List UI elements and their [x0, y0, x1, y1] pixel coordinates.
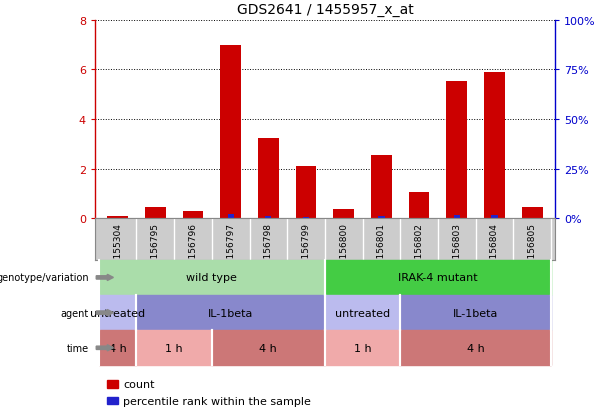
- Bar: [484, 73, 505, 219]
- Text: GSM156795: GSM156795: [151, 222, 160, 277]
- Text: GSM156803: GSM156803: [452, 222, 462, 277]
- Text: 4 h: 4 h: [466, 343, 484, 353]
- Bar: [378, 217, 384, 219]
- Text: untreated: untreated: [90, 308, 145, 318]
- Text: 4 h: 4 h: [109, 343, 126, 353]
- Bar: [295, 167, 316, 219]
- Bar: [183, 211, 204, 219]
- Bar: [145, 208, 166, 219]
- Text: count: count: [123, 379, 154, 389]
- Text: 1 h: 1 h: [166, 343, 183, 353]
- Bar: [416, 218, 422, 219]
- Bar: [522, 208, 543, 219]
- Bar: [333, 209, 354, 219]
- Text: 4 h: 4 h: [259, 343, 277, 353]
- Title: GDS2641 / 1455957_x_at: GDS2641 / 1455957_x_at: [237, 3, 413, 17]
- Bar: [529, 218, 535, 219]
- Text: IL-1beta: IL-1beta: [208, 308, 253, 318]
- Text: GSM156799: GSM156799: [302, 222, 311, 277]
- Text: wild type: wild type: [186, 273, 237, 283]
- Bar: [492, 215, 498, 219]
- Text: GSM156804: GSM156804: [490, 222, 499, 277]
- Text: IRAK-4 mutant: IRAK-4 mutant: [398, 273, 478, 283]
- Text: 1 h: 1 h: [354, 343, 371, 353]
- Text: IL-1beta: IL-1beta: [453, 308, 498, 318]
- Text: GSM156802: GSM156802: [414, 222, 424, 277]
- Text: ▶: ▶: [98, 273, 105, 283]
- Bar: [227, 215, 234, 219]
- Text: ▶: ▶: [98, 343, 105, 353]
- Text: agent: agent: [61, 308, 89, 318]
- Text: ▶: ▶: [98, 308, 105, 318]
- Bar: [409, 193, 430, 219]
- Text: GSM156796: GSM156796: [188, 222, 197, 277]
- Bar: [454, 216, 460, 219]
- Text: GSM156805: GSM156805: [528, 222, 536, 277]
- Text: untreated: untreated: [335, 308, 390, 318]
- Text: GSM156801: GSM156801: [377, 222, 386, 277]
- Bar: [303, 218, 309, 219]
- Text: GSM156798: GSM156798: [264, 222, 273, 277]
- Bar: [258, 138, 279, 219]
- Bar: [446, 81, 467, 219]
- Text: GSM156797: GSM156797: [226, 222, 235, 277]
- Bar: [371, 156, 392, 219]
- Text: percentile rank within the sample: percentile rank within the sample: [123, 396, 311, 406]
- Bar: [107, 217, 128, 219]
- Text: genotype/variation: genotype/variation: [0, 273, 89, 283]
- Text: GSM155304: GSM155304: [113, 222, 122, 277]
- Text: time: time: [67, 343, 89, 353]
- Bar: [265, 216, 272, 219]
- Bar: [220, 45, 241, 219]
- Text: GSM156800: GSM156800: [339, 222, 348, 277]
